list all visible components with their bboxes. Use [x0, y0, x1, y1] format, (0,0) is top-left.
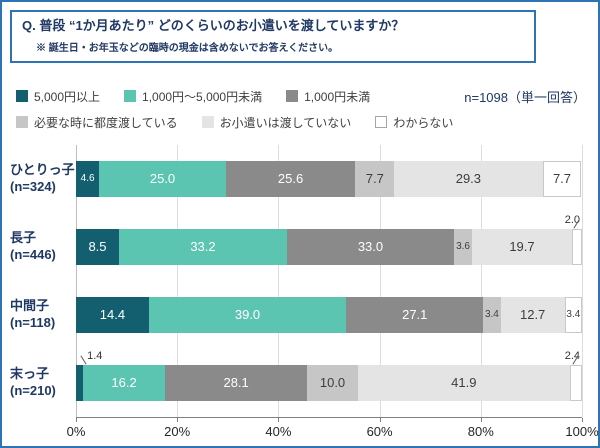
legend-swatch — [16, 116, 28, 129]
x-tick-label: 40% — [265, 423, 292, 439]
bar-segment: 33.2 — [119, 228, 287, 265]
legend: 5,000円以上 1,000円～5,000円未満 1,000円未満 n=1098（単一… — [16, 87, 586, 131]
bar-segment: 14.4 — [76, 296, 149, 333]
x-tick-label: 0% — [66, 423, 86, 439]
gridline — [379, 144, 381, 417]
x-tick-mark — [582, 417, 583, 422]
legend-label: わからない — [393, 115, 454, 130]
bar-segment: 41.9 — [357, 364, 570, 401]
chart-row: 16.2 28.1 10.0 41.9 1.4 2.4 — [76, 349, 582, 417]
legend-row-1: 5,000円以上 1,000円～5,000円未満 1,000円未満 n=1098（単一… — [16, 87, 586, 106]
question-note: ※ 誕生日・お年玉などの臨時の現金は含めないでお答えください。 — [36, 42, 339, 54]
x-tick-mark — [480, 417, 482, 422]
outside-value-label: 1.4 — [87, 349, 103, 362]
bar-segment: 29.3 — [394, 160, 543, 197]
bar-segment: 7.7 — [355, 160, 395, 197]
legend-swatch — [16, 90, 28, 103]
legend-swatch — [124, 90, 137, 103]
bar-segment: 10.0 — [307, 364, 358, 401]
bar-segment: 3.4 — [483, 296, 501, 333]
x-tick-label: 80% — [467, 423, 494, 439]
stacked-bar: 8.5 33.2 33.0 3.6 19.7 — [76, 228, 582, 265]
question-box: Q. 普段 “1か月あたり” どのくらいのお小遣いを渡していますか？ ※ 誕生日… — [10, 10, 536, 63]
bar-segment — [76, 364, 84, 401]
x-axis: 0% 20% 40% 60% 80% 100% — [67, 417, 598, 444]
legend-item: 1,000円未満 — [286, 88, 370, 105]
legend-label: 1,000円未満 — [304, 89, 371, 104]
bar-segment: 7.7 — [542, 160, 582, 197]
category-label: 中間子 (n=118) — [10, 298, 56, 330]
stacked-bar: 16.2 28.1 10.0 41.9 — [76, 364, 582, 401]
bar-segment: 3.4 — [564, 296, 582, 333]
stacked-bar: 14.4 39.0 27.1 3.4 12.7 3.4 — [76, 296, 582, 333]
bar-segment: 25.0 — [99, 160, 226, 197]
category-label: 末っ子 (n=210) — [10, 366, 56, 398]
bar-segment: 27.1 — [346, 296, 484, 333]
plot-rows: 4.6 25.0 25.6 7.7 29.3 7.7 8.5 33.2 33.0 3.6 19.7 2… — [76, 145, 582, 417]
bar-segment: 33.0 — [286, 228, 454, 265]
legend-swatch — [286, 90, 299, 103]
bar-segment: 8.5 — [76, 228, 119, 265]
chart: ひとりっ子 (n=324) 長子 (n=446) 中間子 (n=118) 末っ子 (n=210… — [10, 144, 598, 444]
gridline — [177, 144, 179, 417]
chart-row: 4.6 25.0 25.6 7.7 29.3 7.7 — [76, 145, 582, 213]
bar-segment: 25.6 — [225, 160, 356, 197]
category-label: 長子 (n=446) — [10, 230, 56, 262]
category-label: ひとりっ子 (n=324) — [10, 162, 75, 194]
legend-label: 必要な時に都度渡している — [34, 115, 178, 130]
x-tick-mark — [379, 417, 381, 422]
legend-label: 1,000円～5,000円未満 — [142, 89, 263, 104]
leader-line — [79, 355, 87, 365]
legend-label: お小遣いは渡していない — [219, 115, 352, 130]
legend-item: わからない — [375, 114, 453, 131]
legend-row-2: 必要な時に都度渡している お小遣いは渡していない わからない — [16, 114, 586, 131]
plot-wrap: 4.6 25.0 25.6 7.7 29.3 7.7 8.5 33.2 33.0 3.6 19.7 2… — [67, 144, 598, 444]
stacked-bar: 4.6 25.0 25.6 7.7 29.3 7.7 — [76, 160, 582, 197]
bar-segment: 19.7 — [472, 228, 572, 265]
x-tick-label: 20% — [164, 423, 191, 439]
bar-segment: 16.2 — [83, 364, 166, 401]
x-tick-mark — [278, 417, 280, 422]
legend-item: 1,000円～5,000円未満 — [124, 88, 262, 105]
category-labels: ひとりっ子 (n=324) 長子 (n=446) 中間子 (n=118) 末っ子 (n=210… — [10, 145, 76, 444]
gridline — [582, 144, 583, 417]
bar-segment — [569, 364, 582, 401]
legend-swatch — [201, 116, 214, 129]
x-tick-label: 60% — [366, 423, 393, 439]
x-tick-label: 100% — [565, 423, 599, 439]
bar-segment — [571, 228, 582, 265]
chart-row: 14.4 39.0 27.1 3.4 12.7 3.4 — [76, 281, 582, 349]
x-tick-mark — [76, 417, 77, 422]
bar-segment: 39.0 — [148, 296, 347, 333]
legend-item: 必要な時に都度渡している — [16, 114, 178, 131]
legend-label: 5,000円以上 — [34, 89, 101, 104]
gridlines — [76, 144, 583, 417]
gridline — [480, 144, 482, 417]
sample-size-note: n=1098（単一回答） — [464, 89, 586, 105]
gridline — [278, 144, 280, 417]
legend-swatch — [375, 116, 388, 129]
gridline — [76, 144, 77, 417]
question-title: Q. 普段 “1か月あたり” どのくらいのお小遣いを渡していますか？ — [22, 18, 405, 33]
bar-segment: 12.7 — [500, 296, 565, 333]
chart-row: 8.5 33.2 33.0 3.6 19.7 2.0 — [76, 213, 582, 281]
legend-item: 5,000円以上 — [16, 88, 100, 105]
bar-segment: 4.6 — [76, 160, 100, 197]
bar-segment: 28.1 — [165, 364, 308, 401]
bar-segment: 3.6 — [453, 228, 473, 265]
plot-area: 4.6 25.0 25.6 7.7 29.3 7.7 8.5 33.2 33.0 3.6 19.7 2… — [76, 144, 583, 418]
x-tick-mark — [177, 417, 179, 422]
legend-item: お小遣いは渡していない — [201, 114, 352, 131]
